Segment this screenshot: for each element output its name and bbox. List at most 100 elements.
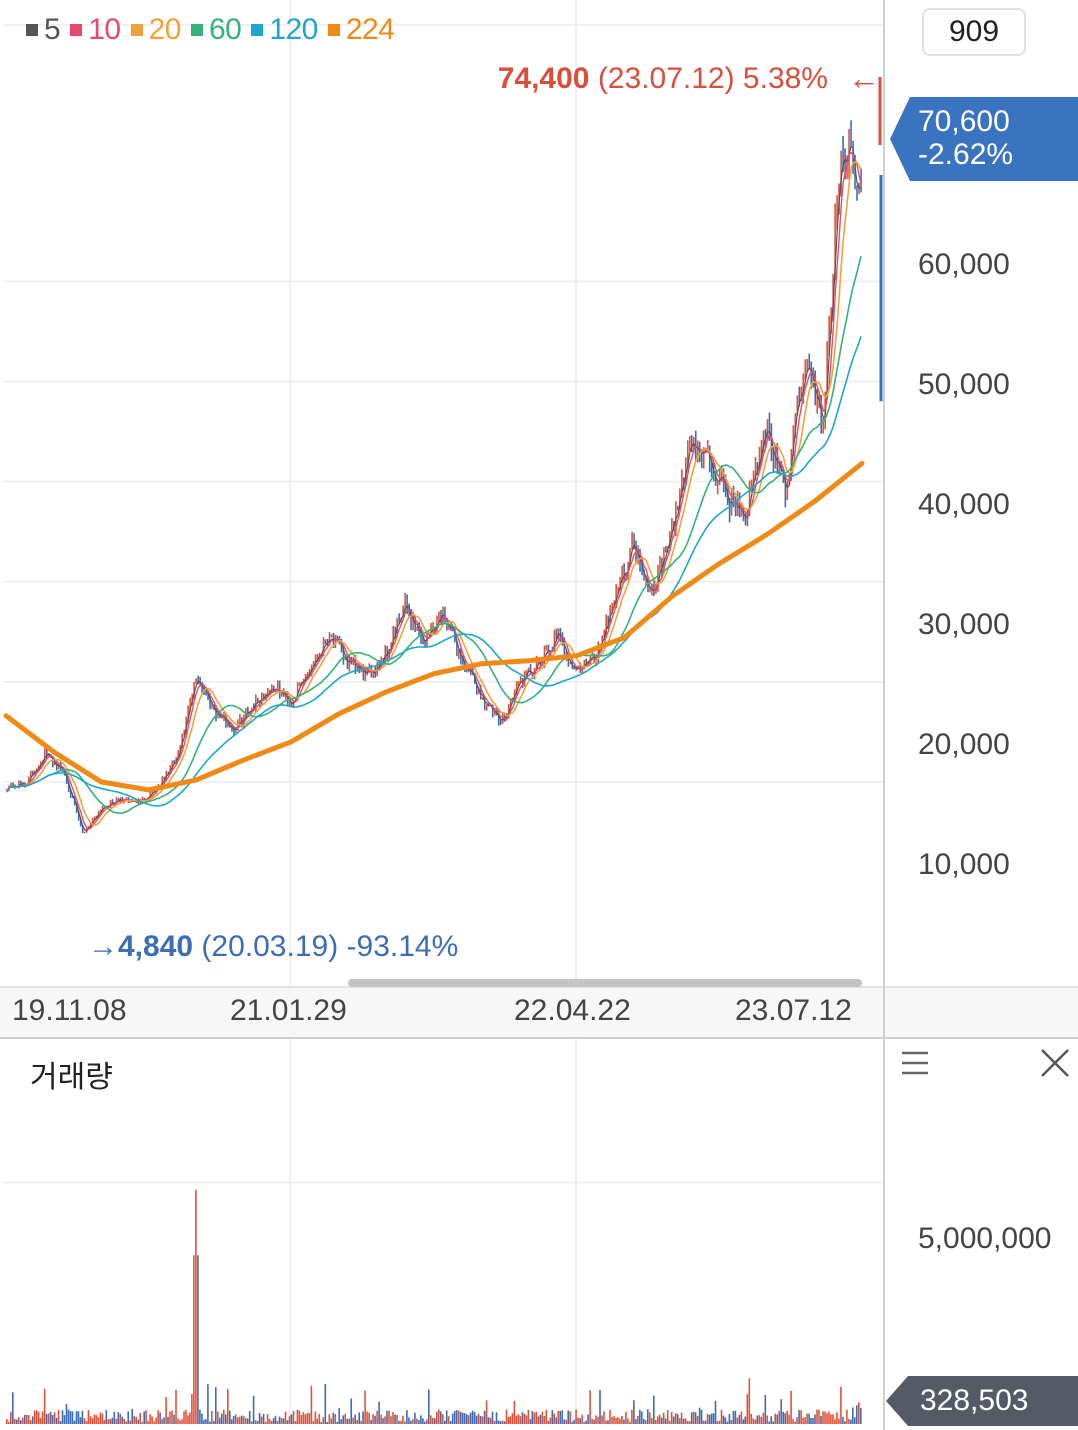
volume-bar: [167, 1416, 169, 1424]
volume-bar: [483, 1410, 486, 1424]
volume-bar: [430, 1415, 432, 1424]
volume-bar: [643, 1418, 645, 1424]
volume-bar: [635, 1419, 637, 1424]
volume-bar: [386, 1410, 388, 1424]
legend-ma20[interactable]: 20: [130, 13, 181, 47]
volume-bar: [491, 1411, 494, 1424]
volume-bar: [175, 1389, 177, 1424]
volume-bar: [346, 1418, 348, 1424]
volume-bar: [844, 1421, 846, 1424]
volume-bar: [533, 1412, 536, 1424]
volume-bar: [290, 1414, 293, 1424]
volume-bar: [457, 1410, 460, 1424]
volume-bar: [358, 1412, 360, 1424]
volume-bar: [256, 1421, 259, 1424]
volume-bar: [599, 1390, 601, 1424]
legend-ma5[interactable]: 5: [26, 13, 61, 47]
volume-bar: [680, 1412, 683, 1424]
volume-bar: [788, 1414, 790, 1424]
volume-bar: [302, 1412, 305, 1424]
volume-bar: [547, 1420, 550, 1424]
volume-bar: [197, 1255, 199, 1424]
volume-bar: [67, 1409, 70, 1424]
volume-bar: [29, 1420, 32, 1424]
max-price-value: 74,400: [497, 62, 590, 95]
candle-count-button[interactable]: 909: [922, 8, 1026, 56]
volume-bar: [778, 1411, 780, 1424]
volume-bar: [611, 1417, 613, 1424]
volume-bar: [284, 1411, 287, 1424]
volume-bar: [515, 1415, 518, 1424]
volume-bar: [242, 1416, 245, 1424]
volume-bar: [798, 1410, 800, 1424]
legend-ma60[interactable]: 60: [190, 13, 242, 47]
volume-bar: [155, 1417, 157, 1424]
volume-bar: [489, 1417, 492, 1424]
volume-bar: [370, 1419, 372, 1424]
volume-bar: [519, 1416, 522, 1424]
volume-bar: [505, 1409, 508, 1424]
volume-bar: [814, 1414, 816, 1424]
volume-bar: [205, 1419, 207, 1424]
volume-bar: [766, 1415, 768, 1424]
volume-bar: [818, 1409, 820, 1424]
volume-bar: [633, 1400, 635, 1424]
volume-bar: [366, 1411, 368, 1424]
volume-bar: [696, 1416, 699, 1424]
volume-bar: [569, 1411, 571, 1424]
volume-bar: [223, 1409, 225, 1424]
volume-bar: [786, 1410, 788, 1424]
volume-bar: [16, 1419, 18, 1424]
volume-bar: [414, 1412, 416, 1424]
volume-bar: [408, 1417, 410, 1424]
legend-ma120[interactable]: 120: [251, 13, 318, 47]
volume-bar: [326, 1422, 329, 1424]
volume-bar: [426, 1419, 428, 1424]
volume-bar: [101, 1413, 104, 1424]
volume-bar: [662, 1412, 665, 1424]
volume-bar: [350, 1398, 352, 1424]
volume-bar: [631, 1409, 633, 1424]
volume-bar: [453, 1411, 456, 1424]
volume-bar: [272, 1418, 275, 1424]
volume-bar: [565, 1419, 567, 1424]
volume-bar: [854, 1417, 856, 1424]
volume-bar: [826, 1413, 828, 1424]
volume-bar: [664, 1418, 667, 1424]
volume-bar: [143, 1411, 145, 1424]
min-price-annotation: →4,840 (20.03.19) -93.14%: [88, 930, 458, 964]
volume-bar: [368, 1412, 370, 1424]
legend-ma10[interactable]: 10: [70, 13, 121, 47]
volume-bar: [704, 1420, 707, 1424]
volume-bar: [87, 1410, 90, 1424]
volume-bar: [597, 1416, 599, 1424]
legend-ma20-swatch: [130, 24, 143, 36]
volume-bar: [698, 1407, 701, 1424]
menu-icon[interactable]: [898, 1048, 932, 1078]
volume-bar: [338, 1408, 340, 1424]
volume-bar: [756, 1415, 759, 1424]
close-icon[interactable]: [1038, 1046, 1072, 1080]
legend-ma10-swatch: [70, 24, 83, 36]
volume-bar: [334, 1414, 337, 1424]
volume-bar: [591, 1418, 593, 1424]
volume-bar: [73, 1420, 76, 1424]
min-arrow-icon: →: [88, 930, 118, 963]
volume-title: 거래량: [30, 1061, 113, 1094]
volume-bar: [12, 1392, 14, 1424]
volume-bar: [260, 1416, 263, 1424]
volume-bar: [322, 1417, 325, 1424]
volume-bar: [282, 1418, 285, 1424]
volume-bar: [232, 1416, 235, 1424]
volume-bar: [125, 1421, 127, 1424]
y-axis-label: 50,000: [918, 368, 1010, 401]
volume-bar: [780, 1399, 782, 1424]
volume-bar: [246, 1418, 249, 1424]
volume-bar: [300, 1414, 303, 1424]
volume-bar: [475, 1415, 478, 1424]
legend-ma224[interactable]: 224: [327, 13, 395, 47]
volume-bar: [17, 1417, 20, 1424]
volume-bar: [374, 1415, 376, 1424]
volume-bar: [258, 1412, 261, 1424]
volume-bar: [276, 1420, 279, 1424]
